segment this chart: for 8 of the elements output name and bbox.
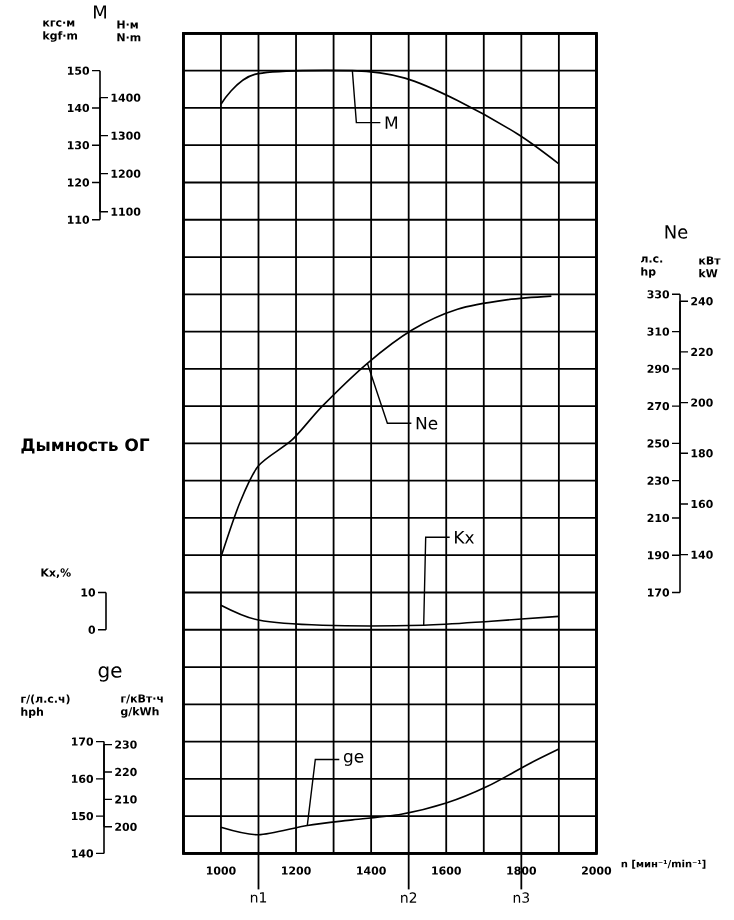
text: M — [94, 5, 106, 19]
text: Ne — [416, 416, 438, 430]
text: Дымность ОГ — [21, 438, 150, 454]
text: ge — [98, 666, 122, 682]
text: M — [385, 116, 398, 129]
text: Kx — [455, 531, 474, 544]
text: ge — [343, 752, 364, 766]
text: Ne — [665, 225, 688, 239]
